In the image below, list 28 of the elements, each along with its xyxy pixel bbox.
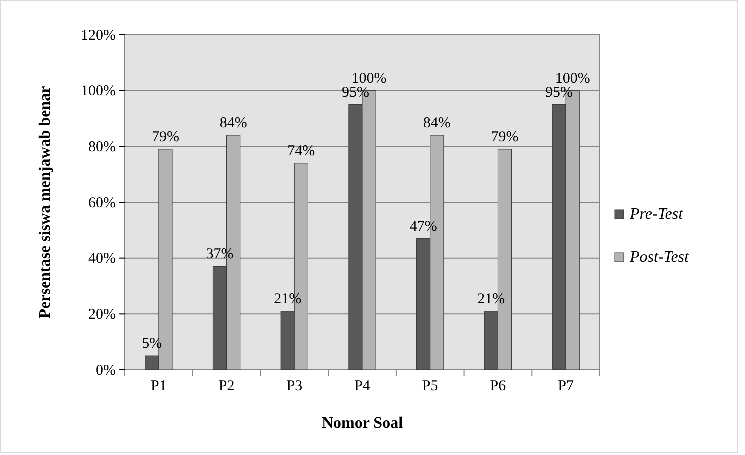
y-tick-label: 120% xyxy=(81,28,116,44)
legend-label: Post-Test xyxy=(629,249,690,266)
y-tick-label: 80% xyxy=(88,139,116,156)
data-label: 95% xyxy=(342,84,370,101)
x-tick-label: P5 xyxy=(422,378,438,395)
y-tick-label: 40% xyxy=(88,251,116,268)
data-label: 5% xyxy=(142,336,162,352)
y-tick-label: 0% xyxy=(96,362,116,379)
data-label: 84% xyxy=(220,116,248,132)
x-tick-label: P6 xyxy=(490,378,507,395)
y-tick-label: 60% xyxy=(88,195,116,212)
data-label: 84% xyxy=(423,116,451,132)
y-axis-title: Persentase siswa menjawab benar xyxy=(37,86,54,319)
data-label: 95% xyxy=(546,84,574,101)
x-tick-label: P4 xyxy=(354,378,371,395)
data-label: 100% xyxy=(555,70,590,87)
data-label: 79% xyxy=(152,129,180,146)
y-tick-label: 100% xyxy=(81,84,116,100)
data-label: 79% xyxy=(491,129,519,146)
x-tick-label: P7 xyxy=(558,378,574,395)
x-tick-label: P2 xyxy=(218,378,235,395)
x-axis-title: Nomor Soal xyxy=(322,415,404,432)
y-tick-label: 20% xyxy=(88,306,116,323)
x-tick-label: P1 xyxy=(151,378,167,395)
data-label: 100% xyxy=(352,70,387,87)
legend-label: Pre-Test xyxy=(629,206,684,223)
data-label: 74% xyxy=(288,143,316,160)
x-tick-label: P3 xyxy=(286,378,303,395)
